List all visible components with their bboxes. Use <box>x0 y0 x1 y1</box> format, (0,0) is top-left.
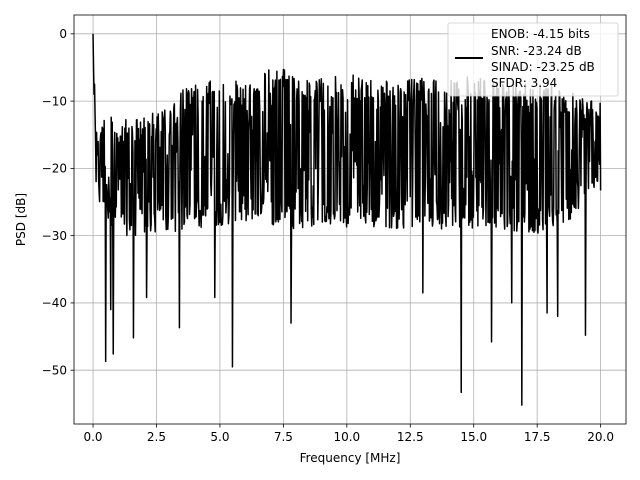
y-tick-label: −40 <box>42 296 67 310</box>
x-tick-label: 15.0 <box>460 430 487 444</box>
x-tick-label: 0.0 <box>83 430 102 444</box>
y-tick-label: −20 <box>42 162 67 176</box>
legend: ENOB: -4.15 bits SNR: -23.24 dB SINAD: -… <box>447 22 619 97</box>
legend-text-enob: ENOB: -4.15 bits <box>491 27 590 41</box>
x-tick-label: 10.0 <box>333 430 360 444</box>
x-tick-label: 7.5 <box>274 430 293 444</box>
y-tick-label: 0 <box>59 27 67 41</box>
y-axis-label: PSD [dB] <box>14 193 28 246</box>
y-tick-label: −50 <box>42 363 67 377</box>
ticks: 0.0 2.5 5.0 7.5 10.0 12.5 15.0 17.5 20.0 0 −10 −20 −… <box>42 27 614 444</box>
x-axis-label: Frequency [MHz] <box>300 451 401 465</box>
x-tick-label: 17.5 <box>524 430 551 444</box>
x-tick-label: 12.5 <box>397 430 424 444</box>
legend-text-snr: SNR: -23.24 dB <box>491 44 582 58</box>
axes-frame <box>73 14 627 425</box>
legend-text-sfdr: SFDR: 3.94 <box>491 76 557 90</box>
y-tick-label: −10 <box>42 94 67 108</box>
legend-box <box>447 22 619 97</box>
x-tick-label: 5.0 <box>210 430 229 444</box>
x-tick-label: 2.5 <box>147 430 166 444</box>
legend-text-sinad: SINAD: -23.25 dB <box>491 60 595 74</box>
x-tick-label: 20.0 <box>587 430 614 444</box>
y-tick-label: −30 <box>42 229 67 243</box>
